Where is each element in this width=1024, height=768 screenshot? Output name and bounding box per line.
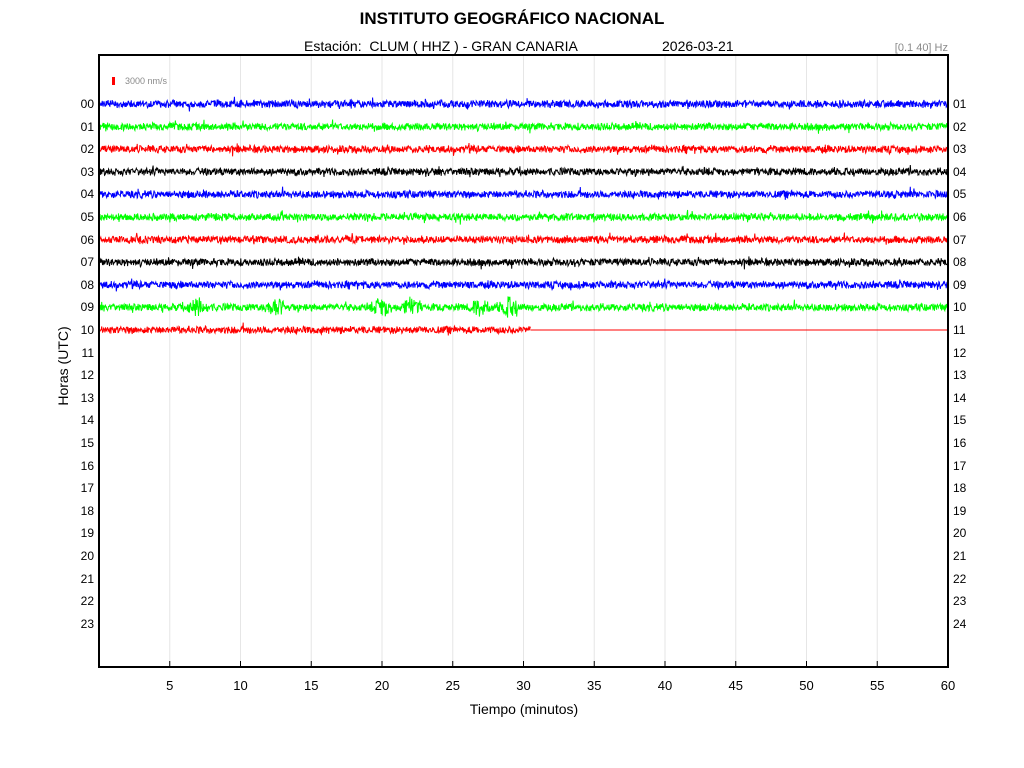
y-tick-right-12: 12 [953, 345, 967, 360]
trace-hour-09 [98, 296, 949, 318]
y-tick-right-14: 14 [953, 390, 967, 405]
y-tick-left-11: 11 [81, 345, 94, 360]
trace-hour-07 [98, 256, 949, 270]
y-tick-right-09: 09 [953, 277, 967, 292]
y-tick-left-23: 23 [80, 616, 94, 631]
x-tick-55: 55 [870, 678, 885, 693]
filter-label: [0.1 40] Hz [894, 42, 948, 54]
trace-hour-03 [98, 164, 949, 178]
trace-hour-05 [98, 209, 949, 225]
y-tick-left-17: 17 [80, 481, 94, 496]
x-tick-30: 30 [516, 678, 531, 693]
y-tick-right-03: 03 [953, 142, 967, 157]
y-tick-right-10: 10 [953, 300, 967, 315]
x-tick-5: 5 [166, 678, 174, 693]
y-tick-left-16: 16 [80, 458, 94, 473]
x-tick-40: 40 [657, 678, 673, 693]
y-tick-left-13: 13 [80, 390, 94, 405]
y-tick-left-14: 14 [80, 413, 94, 428]
y-tick-left-21: 21 [80, 571, 94, 586]
y-tick-left-03: 03 [80, 164, 94, 179]
trace-hour-02 [98, 142, 949, 157]
y-tick-right-20: 20 [953, 526, 967, 541]
y-tick-left-10: 10 [80, 323, 94, 337]
y-tick-right-08: 08 [953, 255, 967, 270]
scale-label: 3000 nm/s [125, 76, 168, 86]
x-tick-45: 45 [728, 678, 743, 693]
y-tick-left-20: 20 [80, 549, 94, 563]
x-axis-label: Tiempo (minutos) [469, 701, 579, 717]
y-tick-right-16: 16 [953, 436, 967, 450]
y-tick-right-05: 05 [953, 187, 967, 202]
y-tick-right-02: 02 [953, 119, 967, 134]
y-tick-left-01: 01 [80, 119, 94, 134]
y-tick-right-07: 07 [953, 232, 967, 247]
y-tick-left-07: 07 [80, 255, 94, 270]
x-tick-50: 50 [799, 678, 814, 693]
y-tick-right-22: 22 [953, 571, 967, 586]
y-tick-left-04: 04 [80, 187, 94, 202]
trace-hour-06 [98, 232, 949, 246]
y-tick-left-08: 08 [80, 277, 94, 292]
y-tick-right-15: 15 [953, 413, 967, 428]
y-tick-right-21: 21 [953, 549, 967, 563]
y-tick-right-11: 11 [953, 323, 966, 337]
trace-hour-08 [98, 278, 949, 292]
x-tick-20: 20 [374, 678, 390, 693]
trace-hour-01 [98, 119, 949, 134]
x-tick-25: 25 [445, 678, 460, 693]
station-label: Estación: CLUM ( HHZ ) - GRAN CANARIA [304, 38, 578, 54]
date-label: 2026-03-21 [662, 38, 734, 54]
x-tick-35: 35 [587, 678, 602, 693]
y-tick-left-22: 22 [80, 594, 94, 609]
y-tick-right-13: 13 [953, 368, 967, 383]
x-tick-15: 15 [304, 678, 319, 693]
trace-hour-04 [98, 186, 949, 201]
trace-hour-10 [98, 322, 531, 336]
y-tick-left-00: 00 [80, 97, 94, 111]
y-tick-left-05: 05 [80, 210, 94, 224]
y-tick-right-01: 01 [953, 97, 967, 111]
y-tick-right-18: 18 [953, 481, 967, 496]
y-tick-left-15: 15 [80, 436, 94, 450]
x-tick-10: 10 [233, 678, 248, 693]
y-tick-left-06: 06 [80, 232, 94, 247]
y-tick-right-06: 06 [953, 210, 967, 224]
y-tick-right-19: 19 [953, 503, 967, 518]
y-tick-left-19: 19 [80, 526, 94, 541]
x-tick-60: 60 [940, 678, 956, 693]
y-tick-left-12: 12 [80, 368, 94, 383]
y-tick-right-24: 24 [953, 616, 967, 631]
trace-hour-00 [98, 96, 949, 112]
scale-bar [112, 77, 115, 85]
y-tick-left-18: 18 [80, 503, 94, 518]
y-tick-right-04: 04 [953, 164, 967, 179]
y-tick-right-17: 17 [953, 458, 967, 473]
page-title: INSTITUTO GEOGRÁFICO NACIONAL [359, 9, 665, 28]
y-tick-left-09: 09 [80, 300, 94, 315]
y-tick-left-02: 02 [80, 142, 94, 157]
y-tick-right-23: 23 [953, 594, 967, 609]
